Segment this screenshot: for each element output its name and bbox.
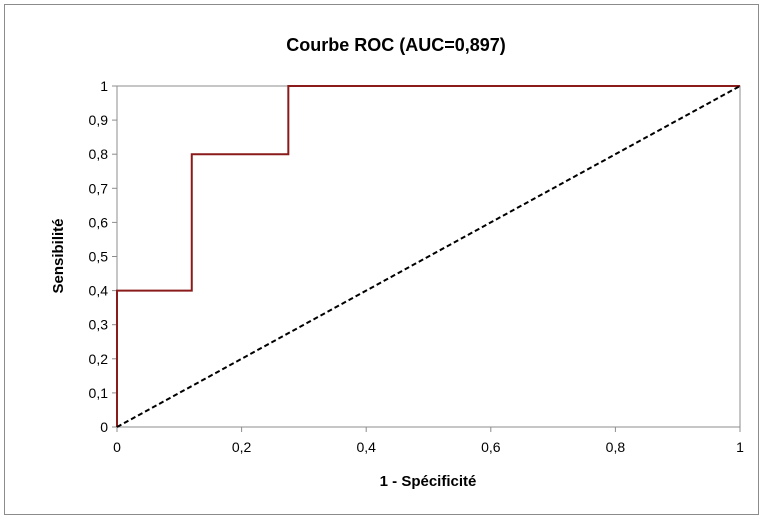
x-tick-label: 1 [736,439,744,455]
x-tick-label: 0,6 [481,439,501,455]
y-axis: 0 0,1 0,2 0,3 0,4 0,5 0,6 0,7 0,8 0,9 1 [89,78,117,435]
x-tick-label: 0,2 [232,439,252,455]
y-tick-label: 0,3 [89,317,109,333]
y-tick-label: 0,6 [89,214,109,230]
y-tick-label: 0,1 [89,385,109,401]
y-axis-title: Sensibilité [50,218,67,293]
x-axis-title: 1 - Spécificité [380,473,477,490]
x-tick-label: 0,4 [356,439,376,455]
x-axis: 0 0,2 0,4 0,6 0,8 1 [113,427,744,455]
diagonal-reference-line [116,85,741,428]
y-tick-label: 0 [100,419,108,435]
y-tick-label: 1 [100,78,108,94]
series-layer [116,85,741,428]
y-tick-label: 0,4 [89,283,109,299]
y-tick-label: 0,9 [89,112,109,128]
y-tick-label: 0,8 [89,146,109,162]
y-tick-label: 0,2 [89,351,109,367]
chart-title: Courbe ROC (AUC=0,897) [286,35,506,55]
x-tick-label: 0 [113,439,121,455]
y-tick-label: 0,5 [89,249,109,265]
chart-frame [4,4,759,515]
roc-curve [116,85,740,427]
x-tick-label: 0,8 [606,439,626,455]
y-tick-label: 0,7 [89,180,109,196]
